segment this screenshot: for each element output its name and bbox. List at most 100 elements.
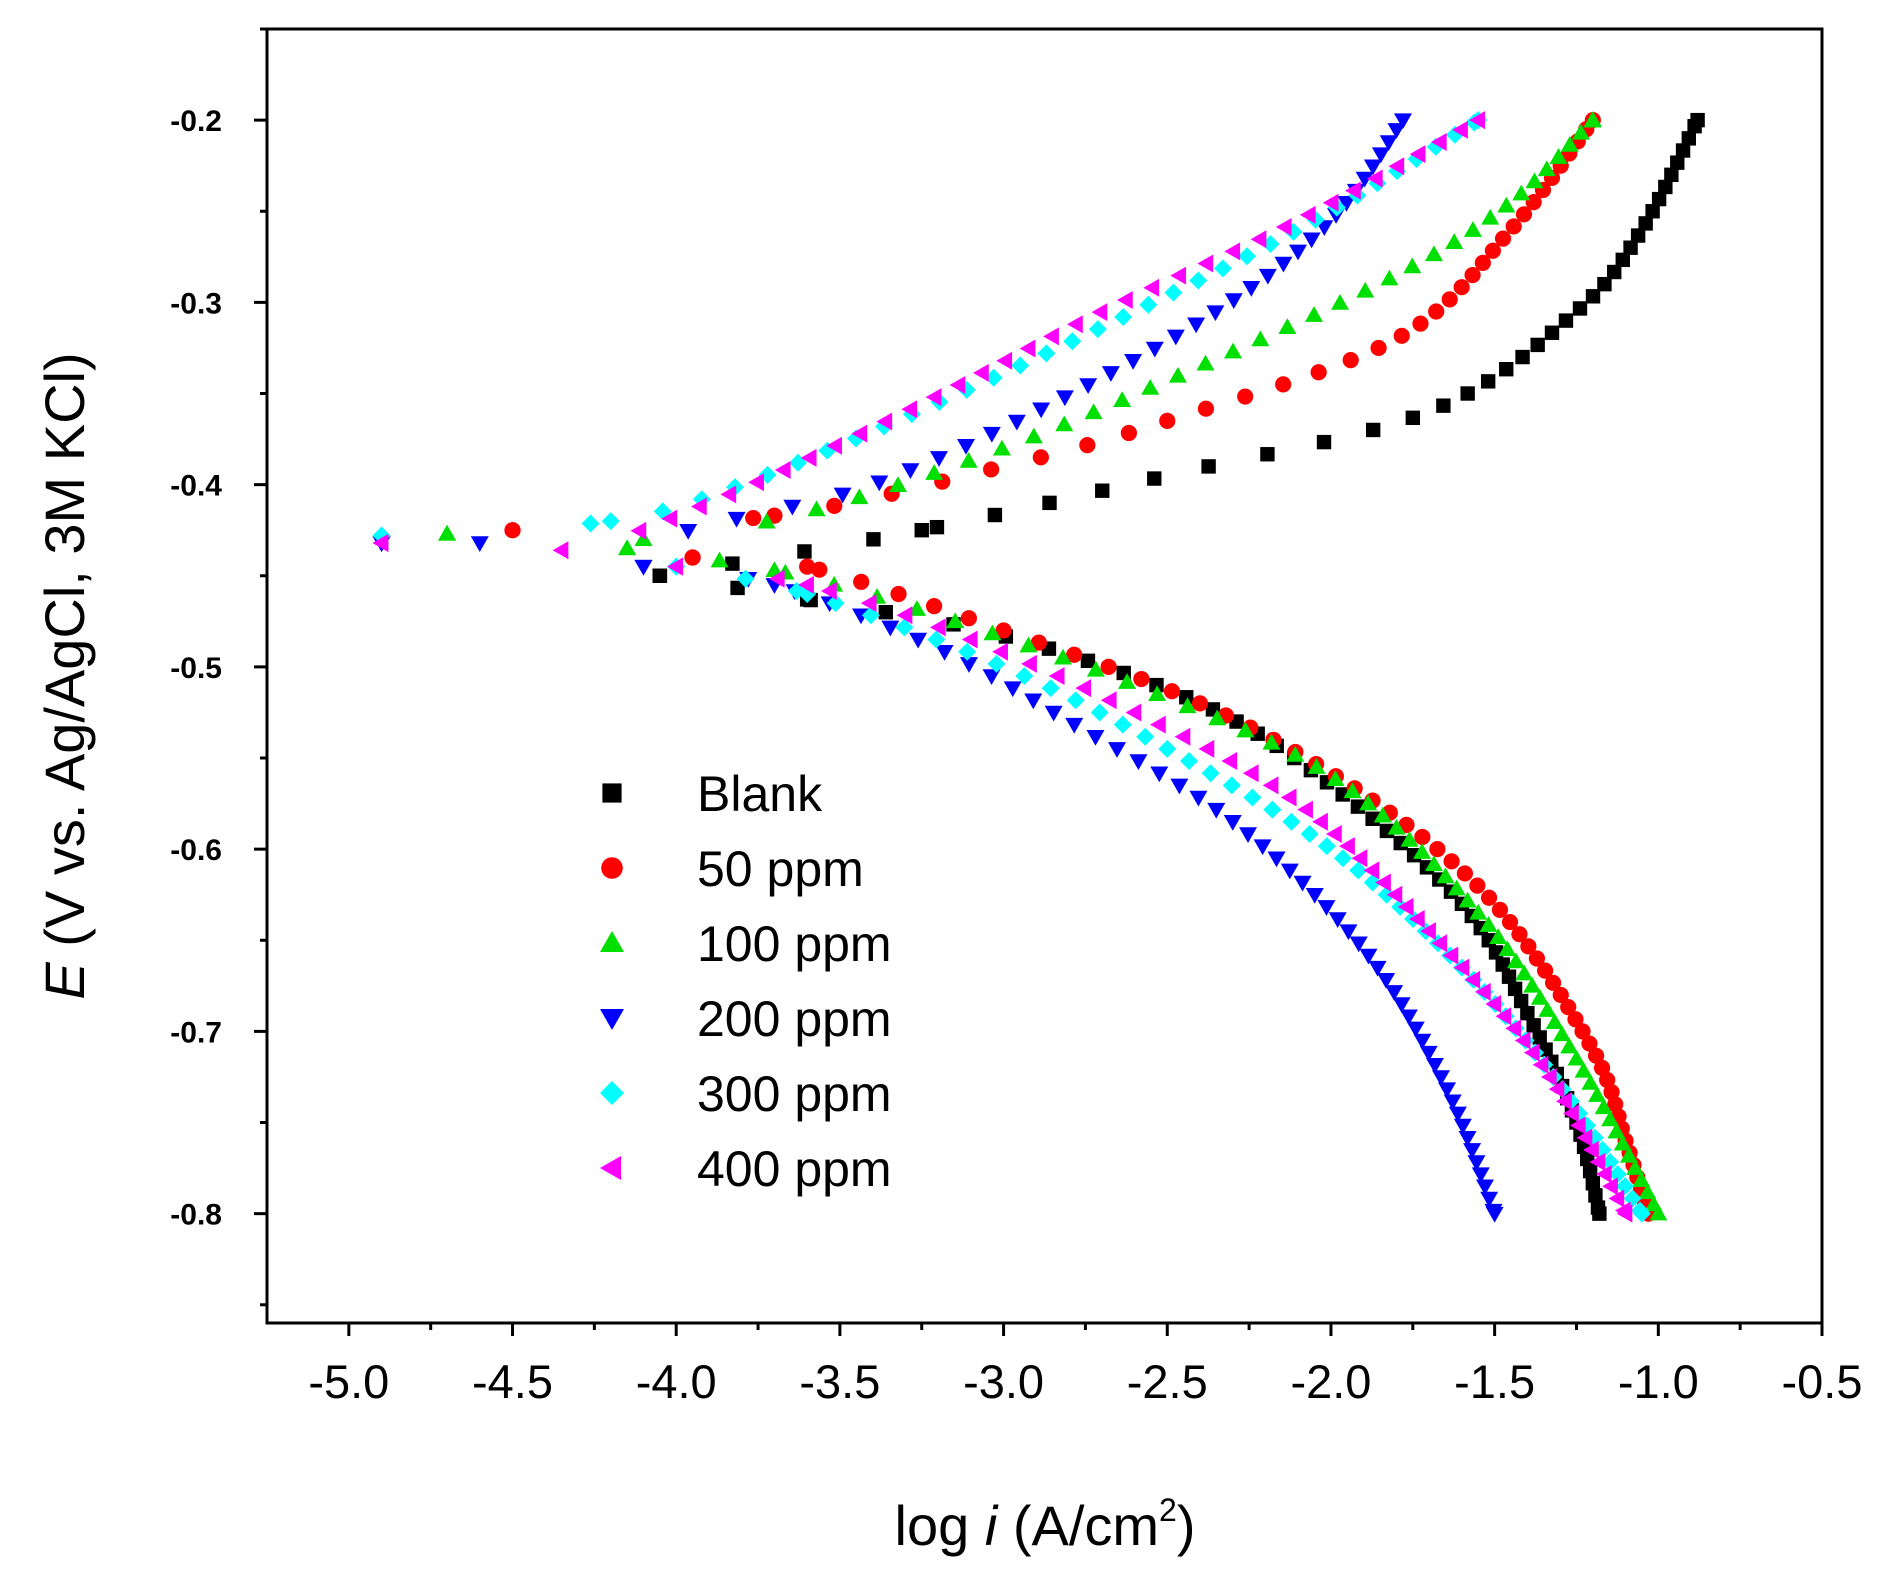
data-point [1066,691,1085,710]
data-point [1302,232,1321,249]
data-point [1237,388,1254,405]
data-point [1063,332,1082,351]
data-point [1560,1037,1579,1054]
data-point [1549,148,1568,164]
y-tick-label: -0.2 [170,105,222,138]
data-point [1289,244,1308,261]
data-point [1506,952,1525,969]
data-point [1024,693,1043,710]
data-point [1538,1001,1557,1017]
data-point [1201,459,1216,474]
data-point [1124,353,1143,370]
data-point [807,500,826,517]
data-point [1345,181,1361,200]
data-point [1150,766,1169,783]
data-point [1278,318,1297,335]
data-point [1387,123,1406,139]
data-point [1317,900,1336,916]
data-point [1224,242,1241,261]
data-point [1505,218,1522,235]
data-point [1608,1189,1625,1208]
data-point [1645,204,1660,219]
data-point [1196,354,1215,371]
data-point [1601,1110,1620,1127]
data-point [470,536,489,552]
data-point [1088,320,1107,339]
data-point [1086,660,1105,677]
data-point [1091,303,1108,322]
data-point [1431,934,1448,953]
data-point [757,512,776,529]
data-point [1377,973,1396,989]
data-point [1359,948,1378,965]
data-point [821,581,837,600]
data-point [1690,112,1705,128]
data-point [1312,812,1328,831]
data-point [1412,315,1429,332]
data-point [1623,240,1638,255]
data-point [1280,863,1299,880]
data-point [1379,135,1398,151]
data-point [1530,337,1545,353]
data-point [826,594,845,613]
y-tick-label: -0.8 [170,1199,222,1232]
data-point [1178,697,1197,714]
legend-item: 300 ppm [600,1066,892,1122]
data-point [1569,1116,1586,1135]
data-point [1114,307,1133,326]
data-point [1480,374,1496,389]
data-point [1380,269,1399,286]
data-point [1540,1067,1557,1086]
data-point [1386,885,1403,904]
data-point [826,497,843,514]
data-point [1445,233,1464,249]
data-point [748,473,764,492]
data-point [1223,815,1242,831]
data-point [1515,349,1530,365]
data-point [1475,1179,1494,1196]
data-point [960,610,977,627]
data-point [1393,113,1412,130]
data-point [1375,873,1391,892]
data-point [1136,727,1155,746]
data-point [634,559,653,576]
data-point [1447,879,1466,896]
data-point [1019,339,1036,358]
legend-item: 200 ppm [600,991,892,1047]
data-point [1003,681,1022,698]
data-point [1304,306,1323,322]
data-point [725,556,740,571]
data-point [1120,424,1137,442]
data-point [1632,1204,1651,1223]
data-point [1300,824,1319,843]
data-point [1238,247,1257,266]
data-point [1443,1094,1462,1111]
data-point [1448,1106,1467,1123]
data-point [851,424,868,443]
data-point [1286,745,1305,762]
data-point [1552,1025,1571,1042]
data-point [1095,483,1110,498]
data-point [1201,764,1220,783]
data-point [1041,679,1060,698]
data-point [1310,364,1327,381]
data-point [1125,703,1142,722]
data-point [1681,131,1697,146]
data-point [1305,887,1324,904]
data-point [1587,1047,1605,1064]
data-point [1055,390,1074,407]
data-point [1145,341,1164,358]
data-point [1594,1098,1613,1115]
data-point [1649,1204,1668,1221]
data-point [1365,422,1381,438]
data-point [1479,916,1498,932]
data-point [1366,169,1383,188]
data-point [1420,922,1436,941]
data-point [1370,339,1387,357]
data-point [949,376,966,395]
data-point [1623,1189,1642,1208]
data-point [1258,268,1277,285]
data-point [1322,193,1339,212]
data-point [679,524,698,540]
data-point [1480,889,1498,906]
